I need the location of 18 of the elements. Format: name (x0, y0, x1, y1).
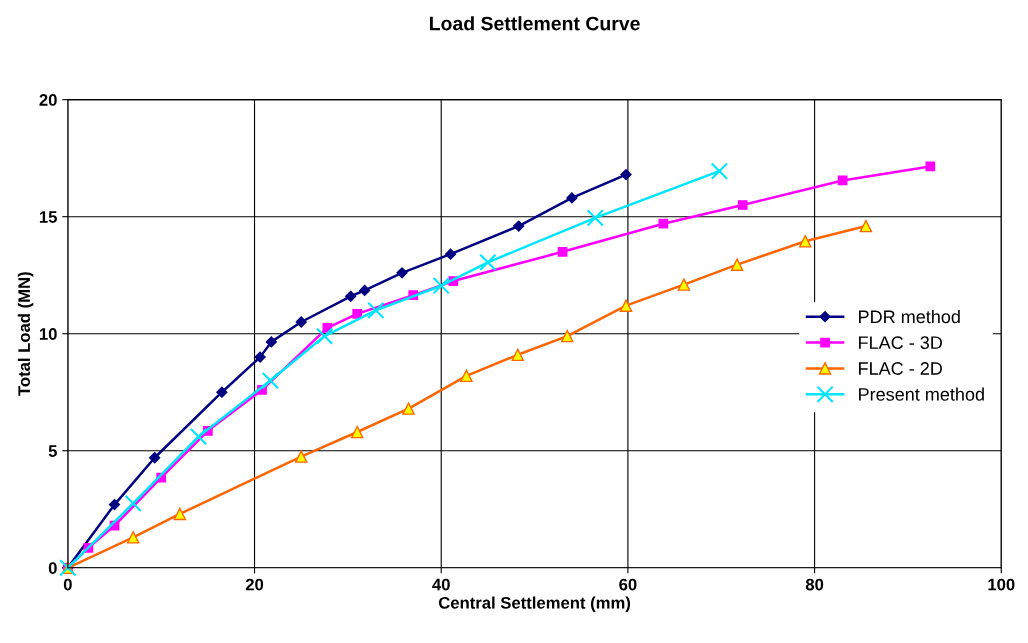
y-axis-title: Total Load (MN) (17, 272, 34, 396)
legend-label: Present method (859, 387, 984, 401)
x-tick-label: 20 (245, 578, 264, 591)
y-tick-label: 15 (39, 211, 57, 223)
y-tick-label: 5 (48, 445, 57, 457)
legend-label: FLAC - 2D (859, 362, 942, 375)
x-tick-label: 0 (63, 578, 72, 591)
y-tick-label: 0 (48, 562, 57, 574)
y-tick-label: 10 (39, 328, 57, 340)
chart-title: Load Settlement Curve (429, 16, 640, 31)
x-tick-label: 80 (805, 578, 824, 591)
x-tick-label: 40 (432, 578, 450, 591)
y-tick-label: 20 (39, 94, 57, 106)
x-axis-title: Central Settlement (mm) (438, 596, 631, 613)
legend-label: FLAC - 3D (859, 336, 942, 350)
x-tick-label: 100 (988, 578, 1015, 591)
x-tick-label: 60 (619, 578, 637, 591)
legend-label: PDR method (859, 309, 960, 324)
